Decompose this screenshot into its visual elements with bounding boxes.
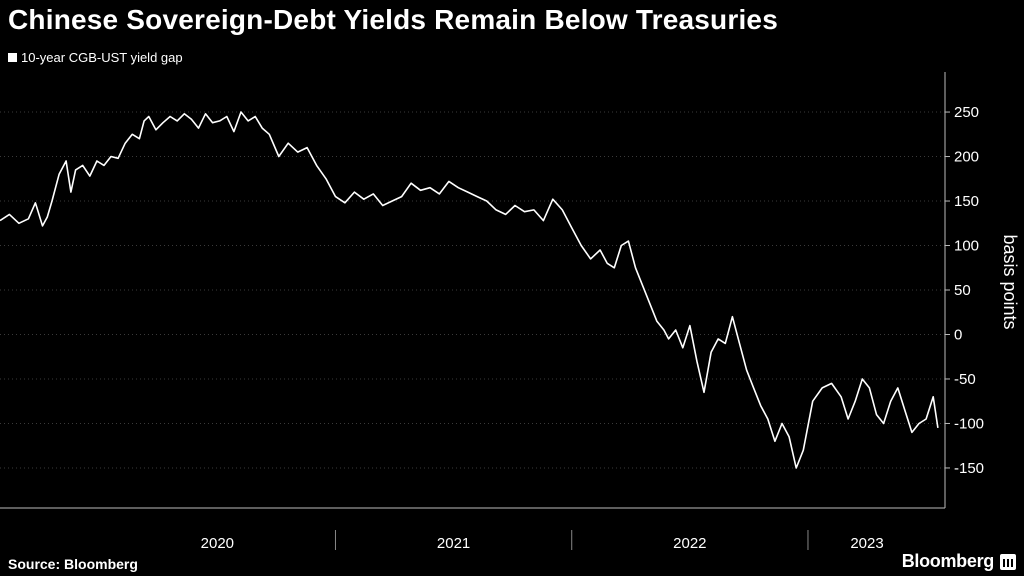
y-tick-label: 250 xyxy=(954,104,979,121)
y-tick-label: 200 xyxy=(954,149,979,166)
legend-label: 10-year CGB-UST yield gap xyxy=(21,50,183,65)
bloomberg-chart-icon xyxy=(1000,554,1016,570)
chart-title: Chinese Sovereign-Debt Yields Remain Bel… xyxy=(8,4,778,35)
legend: 10-year CGB-UST yield gap xyxy=(8,50,183,65)
legend-swatch xyxy=(8,53,17,62)
x-tick-label: 2023 xyxy=(850,535,883,552)
y-tick-label: -150 xyxy=(954,460,984,477)
y-tick-label: 50 xyxy=(954,282,971,299)
x-tick-label: 2022 xyxy=(673,535,706,552)
source-note: Source: Bloomberg xyxy=(8,556,138,572)
y-tick-label: -100 xyxy=(954,415,984,432)
y-axis-label: basis points xyxy=(1000,234,1020,329)
x-tick-label: 2020 xyxy=(201,535,234,552)
y-tick-label: -50 xyxy=(954,371,976,388)
x-tick-label: 2021 xyxy=(437,535,470,552)
brand-logo-text: Bloomberg xyxy=(901,551,995,571)
y-tick-label: 100 xyxy=(954,238,979,255)
y-tick-label: 0 xyxy=(954,326,962,343)
y-tick-label: 150 xyxy=(954,193,979,210)
series-line-yield-gap xyxy=(0,111,939,469)
